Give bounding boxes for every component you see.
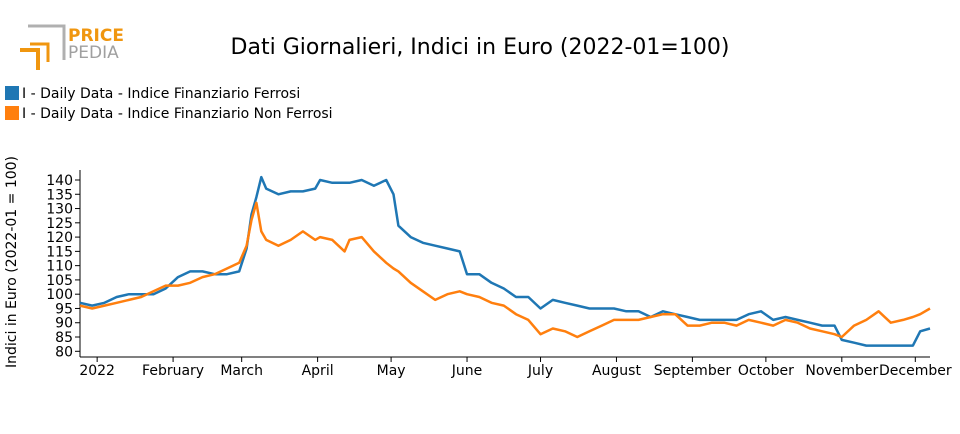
chart-title: Dati Giornalieri, Indici in Euro (2022-0… xyxy=(231,35,730,60)
legend-label: I - Daily Data - Indice Finanziario Ferr… xyxy=(22,86,300,102)
x-tick-label: September xyxy=(654,363,732,379)
x-tick-label: February xyxy=(142,363,204,379)
x-tick-label: 2022 xyxy=(79,363,115,379)
y-tick-label: 125 xyxy=(46,216,73,232)
y-tick-label: 110 xyxy=(46,259,73,275)
y-axis-label: Indici in Euro (2022-01 = 100) xyxy=(4,156,20,368)
x-tick-label: December xyxy=(879,363,952,379)
y-tick-label: 95 xyxy=(55,301,73,317)
x-tick-label: October xyxy=(738,363,794,379)
logo-text: PRICE xyxy=(68,26,124,46)
logo: PRICE PEDIA xyxy=(20,24,124,70)
legend-swatch xyxy=(5,86,19,100)
y-tick-label: 80 xyxy=(55,344,73,360)
y-tick-label: 120 xyxy=(46,230,73,246)
x-tick-label: July xyxy=(527,363,553,379)
y-tick-label: 100 xyxy=(46,287,73,303)
x-tick-label: June xyxy=(451,363,483,379)
logo-shape xyxy=(28,24,66,60)
y-tick-label: 135 xyxy=(46,187,73,203)
x-tick-label: November xyxy=(805,363,878,379)
y-tick-label: 85 xyxy=(55,330,73,346)
y-tick-label: 115 xyxy=(46,244,73,260)
logo-shape xyxy=(30,42,50,62)
y-tick-label: 140 xyxy=(46,173,73,189)
x-tick-label: August xyxy=(592,363,642,379)
logo-shape xyxy=(20,48,40,70)
x-tick-label: March xyxy=(220,363,263,379)
y-tick-label: 130 xyxy=(46,202,73,218)
y-tick-label: 105 xyxy=(46,273,73,289)
logo-text: PEDIA xyxy=(68,43,119,63)
series-line xyxy=(79,175,931,347)
x-tick-label: April xyxy=(302,363,334,379)
legend-swatch xyxy=(5,106,19,120)
x-tick-label: May xyxy=(377,363,406,379)
y-tick-label: 90 xyxy=(55,316,73,332)
legend-label: I - Daily Data - Indice Finanziario Non … xyxy=(22,106,333,122)
series-line xyxy=(79,201,931,339)
